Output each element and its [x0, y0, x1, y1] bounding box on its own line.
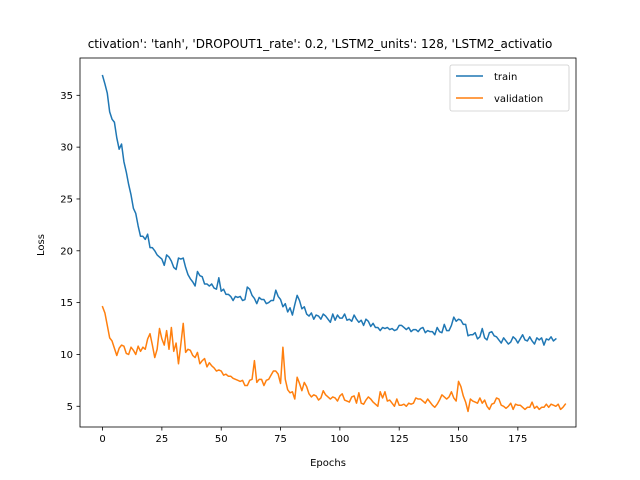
x-tick-label: 175 [508, 434, 527, 445]
legend: train validation [449, 64, 570, 112]
series-line-validation [101, 305, 567, 413]
y-tick-label: 20 [60, 246, 73, 257]
chart-title: ctivation': 'tanh', 'DROPOUT1_rate': 0.2… [88, 37, 553, 51]
y-axis-label: Loss [36, 234, 47, 256]
y-tick-label: 10 [60, 350, 73, 361]
x-tick-label: 50 [215, 434, 228, 445]
x-tick-label: 0 [99, 434, 105, 445]
y-tick-label: 5 [67, 402, 73, 413]
legend-label-train: train [494, 72, 517, 83]
series-line-train [101, 74, 557, 346]
x-tick-label: 25 [156, 434, 169, 445]
y-tick-label: 25 [60, 194, 73, 205]
y-tick-label: 35 [60, 91, 73, 102]
x-tick-label: 75 [274, 434, 287, 445]
x-axis-label: Epochs [310, 458, 346, 469]
plot-frame [79, 57, 577, 428]
x-tick-label: 125 [390, 434, 409, 445]
x-tick-label: 150 [449, 434, 468, 445]
x-tick-label: 100 [330, 434, 349, 445]
legend-label-validation: validation [494, 94, 543, 105]
y-tick-label: 15 [60, 298, 73, 309]
y-tick-label: 30 [60, 143, 73, 154]
